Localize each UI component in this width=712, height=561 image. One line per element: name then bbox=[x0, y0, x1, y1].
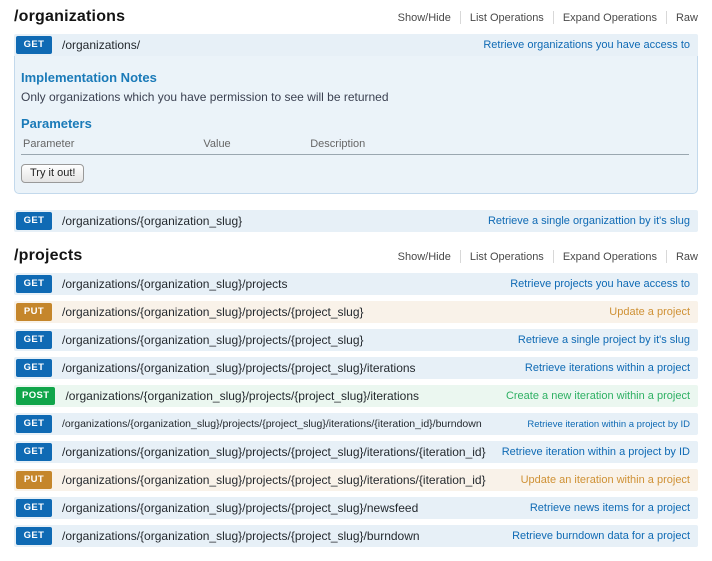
operation-details-panel: Implementation Notes Only organizations … bbox=[14, 56, 698, 194]
operation-summary-link[interactable]: Update a project bbox=[609, 306, 690, 318]
operation-path[interactable]: /organizations/{organization_slug}/proje… bbox=[62, 473, 486, 487]
operation-summary-link[interactable]: Retrieve a single organizattion by it's … bbox=[487, 215, 690, 227]
http-method-badge: PUT bbox=[16, 471, 52, 489]
section-projects: /projects Show/Hide List Operations Expa… bbox=[14, 247, 698, 547]
operation-summary-link[interactable]: Retrieve iteration within a project by I… bbox=[527, 418, 690, 430]
operation-path[interactable]: /organizations/{organization_slug} bbox=[62, 214, 243, 228]
operation-row-get-iteration-by-id[interactable]: GET /organizations/{organization_slug}/p… bbox=[14, 441, 698, 463]
operation-summary-link[interactable]: Retrieve iteration within a project by I… bbox=[501, 446, 690, 458]
operation-path[interactable]: /organizations/{organization_slug}/proje… bbox=[62, 529, 420, 543]
operation-path[interactable]: /organizations/{organization_slug}/proje… bbox=[62, 361, 416, 375]
operation-row-get-iteration-burndown[interactable]: GET /organizations/{organization_slug}/p… bbox=[14, 413, 698, 435]
expand-operations-link[interactable]: Expand Operations bbox=[562, 11, 657, 24]
list-operations-link[interactable]: List Operations bbox=[469, 250, 544, 263]
operation-row-put-iteration[interactable]: PUT /organizations/{organization_slug}/p… bbox=[14, 469, 698, 491]
show-hide-link[interactable]: Show/Hide bbox=[397, 250, 451, 263]
section-organizations: /organizations Show/Hide List Operations… bbox=[14, 8, 698, 232]
http-method-badge: PUT bbox=[16, 303, 52, 321]
operation-row-get-organizations[interactable]: GET /organizations/ Retrieve organizatio… bbox=[14, 34, 698, 56]
operation-row-get-iterations[interactable]: GET /organizations/{organization_slug}/p… bbox=[14, 357, 698, 379]
operation-row-get-project-burndown[interactable]: GET /organizations/{organization_slug}/p… bbox=[14, 525, 698, 547]
show-hide-link[interactable]: Show/Hide bbox=[397, 11, 451, 24]
operation-path[interactable]: /organizations/{organization_slug}/proje… bbox=[62, 418, 482, 430]
operation-row-get-projects[interactable]: GET /organizations/{organization_slug}/p… bbox=[14, 273, 698, 295]
column-header-description: Description bbox=[308, 136, 689, 155]
http-method-badge: GET bbox=[16, 331, 52, 349]
http-method-badge: POST bbox=[16, 387, 56, 405]
section-controls: Show/Hide List Operations Expand Operati… bbox=[389, 249, 698, 263]
http-method-badge: GET bbox=[16, 499, 52, 517]
http-method-badge: GET bbox=[16, 359, 52, 377]
http-method-badge: GET bbox=[16, 415, 52, 433]
raw-link[interactable]: Raw bbox=[675, 250, 698, 263]
parameters-table: Parameter Value Description bbox=[21, 136, 689, 155]
operation-path[interactable]: /organizations/ bbox=[62, 38, 141, 52]
operation-row-get-organization-by-slug[interactable]: GET /organizations/{organization_slug} R… bbox=[14, 210, 698, 232]
operation-path[interactable]: /organizations/{organization_slug}/proje… bbox=[62, 333, 364, 347]
operation-summary-link[interactable]: Retrieve news items for a project bbox=[529, 502, 690, 514]
implementation-notes-title: Implementation Notes bbox=[21, 70, 157, 85]
operation-path[interactable]: /organizations/{organization_slug}/proje… bbox=[62, 277, 288, 291]
operation-path[interactable]: /organizations/{organization_slug}/proje… bbox=[65, 389, 420, 403]
parameters-title: Parameters bbox=[21, 116, 92, 131]
section-header: /projects Show/Hide List Operations Expa… bbox=[14, 247, 698, 265]
http-method-badge: GET bbox=[16, 443, 52, 461]
operation-path[interactable]: /organizations/{organization_slug}/proje… bbox=[62, 501, 419, 515]
operation-row-get-project-by-slug[interactable]: GET /organizations/{organization_slug}/p… bbox=[14, 329, 698, 351]
operation-summary-link[interactable]: Retrieve a single project by it's slug bbox=[517, 334, 690, 346]
implementation-notes-text: Only organizations which you have permis… bbox=[21, 90, 389, 104]
column-header-value: Value bbox=[201, 136, 309, 155]
operation-summary-link[interactable]: Create a new iteration within a project bbox=[505, 390, 690, 402]
operation-path[interactable]: /organizations/{organization_slug}/proje… bbox=[62, 305, 364, 319]
operation-path[interactable]: /organizations/{organization_slug}/proje… bbox=[62, 445, 486, 459]
section-title-projects[interactable]: /projects bbox=[14, 247, 83, 264]
operation-row-post-iteration[interactable]: POST /organizations/{organization_slug}/… bbox=[14, 385, 698, 407]
http-method-badge: GET bbox=[16, 212, 52, 230]
list-operations-link[interactable]: List Operations bbox=[469, 11, 544, 24]
http-method-badge: GET bbox=[16, 36, 52, 54]
section-title-organizations[interactable]: /organizations bbox=[14, 8, 126, 25]
operation-row-get-newsfeed[interactable]: GET /organizations/{organization_slug}/p… bbox=[14, 497, 698, 519]
operation-summary-link[interactable]: Retrieve burndown data for a project bbox=[512, 530, 690, 542]
section-controls: Show/Hide List Operations Expand Operati… bbox=[389, 10, 698, 24]
operation-summary-link[interactable]: Retrieve iterations within a project bbox=[524, 362, 690, 374]
operation-summary-link[interactable]: Retrieve organizations you have access t… bbox=[483, 39, 690, 51]
raw-link[interactable]: Raw bbox=[675, 11, 698, 24]
try-it-out-button[interactable]: Try it out! bbox=[21, 164, 85, 183]
expand-operations-link[interactable]: Expand Operations bbox=[562, 250, 657, 263]
section-header: /organizations Show/Hide List Operations… bbox=[14, 8, 698, 26]
operation-summary-link[interactable]: Update an iteration within a project bbox=[520, 474, 690, 486]
column-header-parameter: Parameter bbox=[21, 136, 202, 155]
http-method-badge: GET bbox=[16, 527, 52, 545]
operation-row-put-project[interactable]: PUT /organizations/{organization_slug}/p… bbox=[14, 301, 698, 323]
http-method-badge: GET bbox=[16, 275, 52, 293]
operation-summary-link[interactable]: Retrieve projects you have access to bbox=[510, 278, 690, 290]
